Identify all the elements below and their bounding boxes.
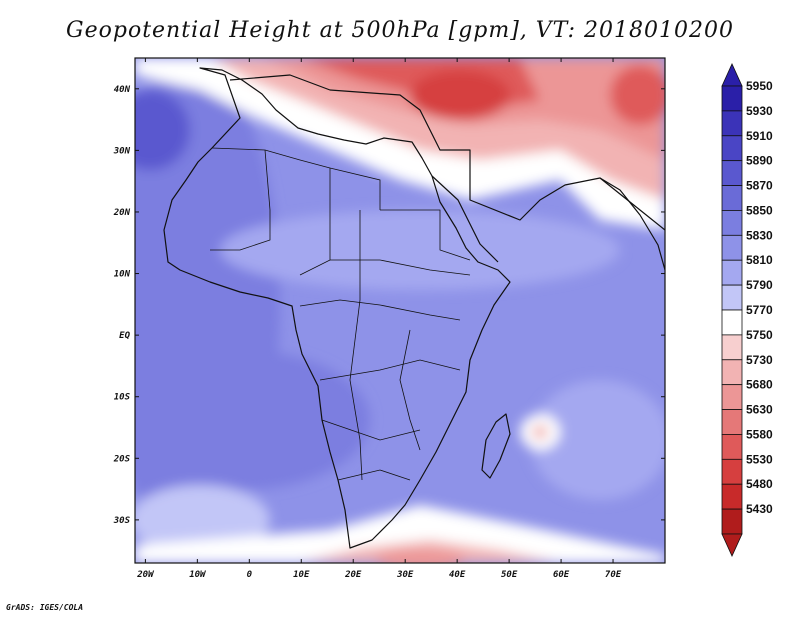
x-tick-label: 70E (605, 570, 622, 580)
colorbar-swatch (721, 259, 743, 286)
x-tick-label: 10E (293, 570, 310, 580)
colorbar: 5950 5930 5910 5890 5870 5850 5830 5810 5790 5770… (721, 63, 773, 557)
colorbar-bottom-arrow (721, 533, 743, 557)
y-tick-label: 10N (114, 270, 131, 280)
colorbar-label: 5850 (746, 203, 773, 217)
x-tick-label: 60E (553, 570, 570, 580)
colorbar-top-arrow (721, 63, 743, 87)
borders (210, 147, 471, 481)
colorbar-label: 5830 (746, 228, 773, 242)
colorbar-swatch (721, 483, 743, 510)
chart-title: Geopotential Height at 500hPa [gpm], VT:… (66, 18, 734, 43)
colorbar-swatch (721, 284, 743, 311)
colorbar-label: 5890 (746, 154, 773, 168)
footer-credit: GrADS: IGES/COLA (6, 603, 84, 612)
colorbar-swatch (721, 309, 743, 336)
x-tick-label: 0 (247, 570, 253, 580)
colorbar-label: 5750 (746, 328, 773, 342)
colorbar-swatch (721, 234, 743, 261)
colorbar-swatch (721, 334, 743, 361)
colorbar-label: 5910 (746, 129, 773, 143)
y-tick-label: 40N (114, 85, 131, 95)
x-tick-label: 50E (501, 570, 518, 580)
colorbar-swatch (721, 359, 743, 386)
y-tick-label: 20N (113, 208, 131, 218)
colorbar-swatch (721, 85, 743, 112)
colorbar-swatch (721, 135, 743, 162)
x-tick-label: 20W (136, 570, 155, 580)
colorbar-label: 5580 (746, 427, 773, 441)
coastlines (163, 67, 665, 549)
x-tick-label: 20E (344, 570, 362, 580)
colorbar-label: 5480 (746, 477, 773, 491)
y-tick-label: 20S (113, 454, 131, 464)
y-tick-label: 10S (114, 393, 131, 403)
colorbar-label: 5630 (746, 403, 773, 417)
colorbar-swatch (721, 409, 743, 435)
colorbar-label: 5430 (746, 502, 773, 516)
x-tick-label: 10W (189, 570, 207, 580)
y-tick-label: 30N (113, 146, 131, 156)
colorbar-label: 5930 (746, 104, 773, 118)
y-tick-label: 30S (113, 516, 131, 526)
colorbar-swatch (721, 434, 743, 460)
colorbar-swatch (721, 160, 743, 186)
colorbar-label: 5790 (746, 278, 773, 292)
colorbar-label: 5950 (746, 79, 773, 93)
colorbar-label: 5870 (746, 179, 773, 193)
colorbar-swatch (721, 508, 743, 535)
height-field (135, 58, 665, 563)
colorbar-swatch (721, 110, 743, 137)
y-axis: 40N 30N 20N 10N EQ 10S 20S 30S (113, 85, 665, 526)
colorbar-swatch (721, 458, 743, 485)
x-tick-label: 40E (449, 570, 466, 580)
colorbar-swatch (721, 185, 743, 211)
x-axis: 20W 10W 0 10E 20E 30E 40E 50E 60E 70E (136, 58, 622, 580)
colorbar-label: 5530 (746, 452, 773, 466)
colorbar-swatch (721, 384, 743, 410)
colorbar-label: 5730 (746, 353, 773, 367)
colorbar-label: 5770 (746, 303, 773, 317)
colorbar-label: 5810 (746, 253, 773, 267)
y-tick-label: EQ (119, 331, 130, 341)
plot-frame (134, 57, 666, 564)
x-tick-label: 30E (396, 570, 414, 580)
colorbar-label: 5680 (746, 378, 773, 392)
colorbar-swatch (721, 210, 743, 236)
